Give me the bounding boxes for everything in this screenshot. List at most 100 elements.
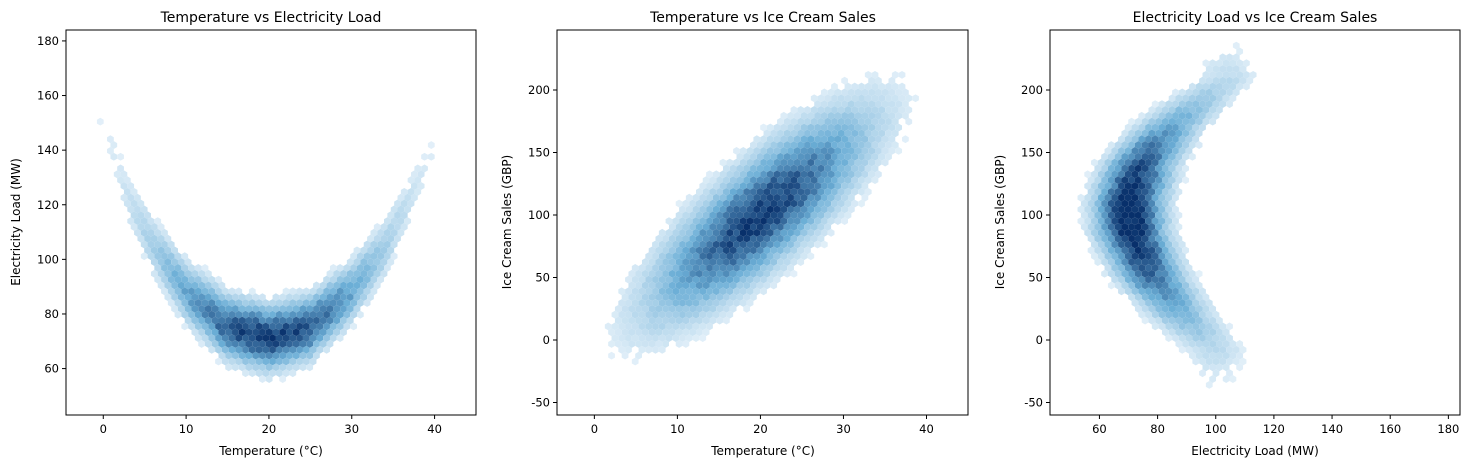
x-tick-label: 160 bbox=[1379, 422, 1401, 436]
hexbin-cell bbox=[891, 94, 899, 103]
hexbin-cell bbox=[689, 328, 696, 337]
hexbin-cell bbox=[1229, 70, 1237, 79]
hexbin-cell bbox=[188, 275, 195, 284]
hexbin-cell bbox=[844, 176, 852, 185]
hexbin-cell bbox=[360, 258, 368, 266]
hexbin-cell bbox=[672, 252, 680, 261]
hexbin-cell bbox=[736, 152, 744, 161]
hexbin-cell bbox=[699, 334, 707, 342]
hexbin-cell bbox=[665, 228, 673, 237]
hexbin-cell bbox=[739, 147, 747, 155]
hexbin-cell bbox=[221, 345, 229, 354]
hexbin-cell bbox=[817, 234, 825, 243]
hexbin-cell bbox=[1138, 240, 1146, 249]
hexbin-cell bbox=[736, 211, 744, 220]
hexbin-cell bbox=[902, 100, 909, 108]
hexbin-cell bbox=[702, 316, 710, 325]
hexbin-cell bbox=[1145, 299, 1152, 307]
hexbin-cell bbox=[729, 223, 737, 231]
hexbin-cell bbox=[696, 316, 703, 325]
hexbin-cell bbox=[329, 322, 337, 331]
hexbin-cell bbox=[367, 269, 374, 278]
hexbin-cell bbox=[729, 269, 737, 278]
hexbin-cell bbox=[675, 328, 683, 337]
hexbin-cell bbox=[1145, 182, 1152, 190]
hexbin-cell bbox=[814, 193, 821, 202]
hexbin-cell bbox=[625, 310, 632, 319]
hexbin-cell bbox=[766, 252, 774, 261]
hexbin-cell bbox=[638, 334, 646, 342]
hexbin-cell bbox=[161, 240, 168, 249]
hexbin-cell bbox=[411, 182, 418, 190]
hexbin-cell bbox=[702, 176, 710, 185]
hexbin-cell bbox=[1202, 70, 1210, 79]
hexbin-cell bbox=[783, 129, 791, 138]
hexbin-cell bbox=[1145, 147, 1152, 155]
hexbin-cell bbox=[211, 281, 219, 290]
hexbin-cell bbox=[1145, 158, 1152, 167]
hexbin-cell bbox=[1199, 322, 1206, 331]
hexbin-cell bbox=[1138, 264, 1146, 272]
hexbin-cell bbox=[252, 316, 260, 325]
hexbin-cell bbox=[756, 164, 764, 173]
hexbin-cell bbox=[696, 246, 703, 255]
hexbin-cell bbox=[739, 217, 747, 225]
hexbin-cell bbox=[1168, 234, 1176, 243]
hexbin-cell bbox=[726, 217, 734, 225]
y-tick-label: 60 bbox=[44, 362, 59, 376]
hexbin-cell bbox=[272, 340, 280, 348]
hexbin-cell bbox=[394, 234, 401, 243]
hexbin-cell bbox=[726, 182, 734, 190]
hexbin-cell bbox=[723, 164, 730, 173]
hexbin-cell bbox=[780, 170, 788, 179]
hexbin-cell bbox=[150, 223, 158, 231]
hexbin-cell bbox=[807, 158, 815, 167]
hexbin-cell bbox=[760, 252, 767, 261]
hexbin-cell bbox=[834, 111, 842, 120]
hexbin-cell bbox=[837, 176, 845, 185]
hexbin-cell bbox=[228, 287, 236, 296]
hexbin-cell bbox=[614, 340, 622, 348]
hexbin-cell bbox=[1209, 328, 1217, 337]
hexbin-cell bbox=[824, 223, 832, 231]
hexbin-cell bbox=[390, 240, 398, 249]
hexbin-cell bbox=[1107, 246, 1115, 255]
hexbin-cell bbox=[817, 94, 825, 103]
hexbin-cell bbox=[1172, 170, 1179, 179]
hexbin-cell bbox=[787, 264, 794, 272]
hexbin-cell bbox=[729, 246, 737, 255]
hexbin-cell bbox=[177, 293, 185, 302]
hexbin-cell bbox=[719, 264, 727, 272]
hexbin-cell bbox=[181, 252, 189, 261]
hexbin-cell bbox=[1182, 269, 1189, 278]
hexbin-cell bbox=[827, 88, 835, 97]
hexbin-cell bbox=[1232, 41, 1240, 50]
hexbin-cell bbox=[648, 246, 656, 255]
hexbin-cell bbox=[780, 158, 788, 167]
hexbin-cell bbox=[1229, 340, 1237, 348]
hexbin-cell bbox=[770, 246, 778, 255]
hexbin-cell bbox=[1236, 82, 1244, 91]
hexbin-cell bbox=[739, 170, 747, 179]
hexbin-cell bbox=[1161, 293, 1169, 302]
hexbin-cell bbox=[154, 217, 162, 225]
hexbin-cell bbox=[1158, 170, 1166, 179]
hexbin-cell bbox=[864, 70, 872, 79]
hexbin-cell bbox=[1121, 164, 1129, 173]
hexbin-cell bbox=[787, 193, 794, 202]
hexbin-cell bbox=[208, 287, 216, 296]
hexbin-cell bbox=[198, 328, 205, 337]
hexbin-cell bbox=[777, 258, 784, 266]
hexbin-cell bbox=[807, 205, 815, 214]
hexbin-cell bbox=[150, 246, 158, 255]
hexbin-cell bbox=[851, 129, 859, 138]
hexbin-cell bbox=[275, 299, 283, 307]
hexbin-cell bbox=[696, 223, 703, 231]
hexbin-cell bbox=[696, 293, 703, 302]
hexbin-cell bbox=[1101, 223, 1108, 231]
hexbin-cell bbox=[1209, 375, 1217, 383]
hexbin-cell bbox=[885, 141, 892, 149]
hexbin-cell bbox=[1111, 264, 1119, 272]
